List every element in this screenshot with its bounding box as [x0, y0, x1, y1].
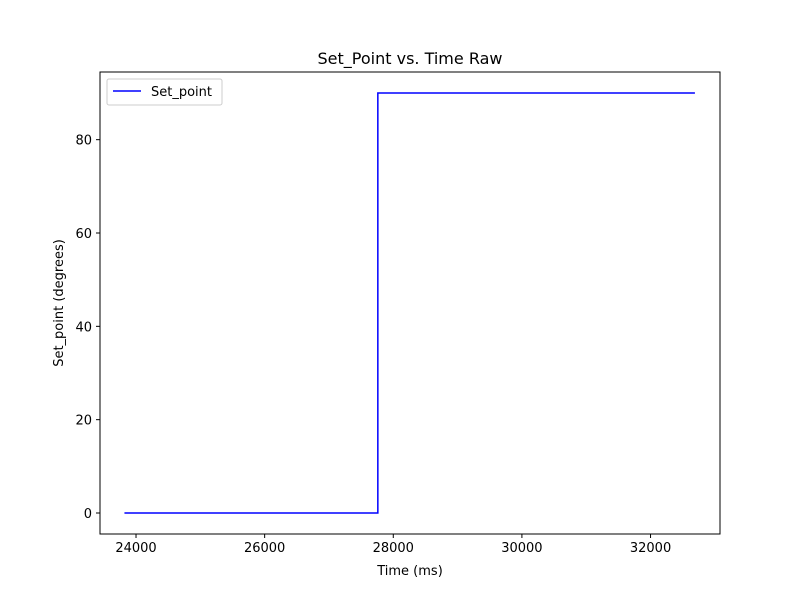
- plot-frame: [99, 71, 721, 535]
- legend-label-set-point: Set_point: [151, 85, 212, 100]
- y-axis-label: Set_point (degrees): [52, 239, 67, 367]
- plot-area: 24000 26000 28000 30000 32000 0 20 40 60 80: [75, 71, 721, 556]
- chart-title: Set_Point vs. Time Raw: [318, 49, 503, 69]
- legend: Set_point: [106, 78, 223, 106]
- series-lines: [124, 92, 695, 514]
- y-tick-label: 80: [75, 134, 92, 149]
- legend-box: [106, 78, 223, 106]
- y-axis-ticks: 0 20 40 60 80: [75, 134, 100, 522]
- y-tick-label: 60: [75, 227, 92, 242]
- y-tick-label: 40: [75, 320, 92, 335]
- y-tick-label: 0: [84, 507, 92, 522]
- y-tick-label: 20: [75, 414, 92, 429]
- x-axis-ticks: 24000 26000 28000 30000 32000: [115, 534, 671, 556]
- x-axis-label: Time (ms): [376, 564, 443, 579]
- x-tick-label: 26000: [244, 541, 285, 556]
- x-tick-label: 24000: [115, 541, 156, 556]
- x-tick-label: 28000: [373, 541, 414, 556]
- x-tick-label: 32000: [630, 541, 671, 556]
- series-line-set-point: [124, 92, 695, 514]
- x-tick-label: 30000: [501, 541, 542, 556]
